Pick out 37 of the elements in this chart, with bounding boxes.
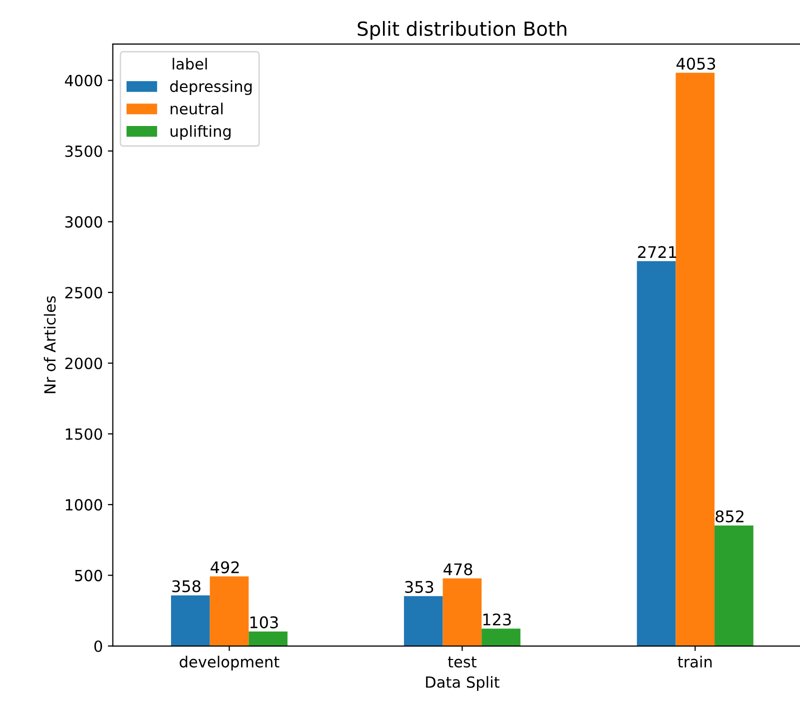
data-label: 358: [172, 580, 200, 592]
bar: [404, 596, 443, 646]
data-label: 492: [210, 561, 239, 574]
bar: [248, 631, 288, 646]
bar: [442, 578, 482, 646]
data-label: 4053: [676, 58, 716, 70]
y-tick-label: 500: [75, 570, 102, 582]
data-label: 123: [483, 613, 511, 626]
y-tick-label: 3500: [65, 145, 102, 158]
x-tick-label: development: [180, 656, 280, 671]
bar: [482, 628, 520, 646]
y-tick-label: 1000: [66, 499, 102, 511]
bar: [210, 576, 249, 646]
bar: [714, 526, 754, 646]
y-tick-label: 1500: [66, 428, 102, 440]
legend-label: depressing: [170, 80, 252, 96]
data-label: 353: [405, 580, 434, 593]
data-label: 2721: [638, 246, 676, 258]
legend-title: label: [172, 58, 207, 70]
legend-label: neutral: [170, 102, 223, 115]
x-tick-label: test: [448, 656, 477, 668]
bar: [171, 595, 210, 646]
data-label: 478: [444, 563, 472, 576]
data-label: 103: [250, 616, 278, 628]
chart-title: Split distribution Both: [358, 20, 566, 40]
bar: [676, 72, 715, 646]
legend-label: uplifting: [170, 125, 231, 140]
y-tick-label: 0: [94, 640, 102, 652]
x-axis-title: Data Split: [426, 676, 500, 691]
y-tick-label: 4000: [64, 74, 102, 86]
y-tick-label: 2000: [65, 358, 102, 370]
bar: [636, 261, 676, 646]
y-axis-title: Nr of Articles: [44, 296, 56, 394]
y-tick-label: 2500: [65, 286, 102, 298]
y-tick-label: 3000: [65, 216, 102, 228]
x-tick-label: train: [678, 656, 712, 668]
data-label: 852: [716, 510, 744, 522]
